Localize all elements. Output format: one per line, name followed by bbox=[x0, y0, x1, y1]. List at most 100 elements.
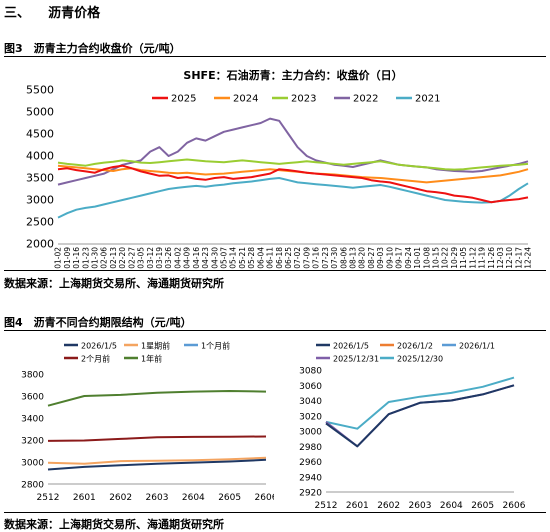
x-tick-label: 2602 bbox=[377, 501, 400, 511]
x-tick-label: 02-13 bbox=[109, 247, 118, 269]
legend-label-2: 1星期前 bbox=[141, 341, 170, 351]
x-tick-label: 2601 bbox=[346, 501, 369, 511]
x-tick-label: 2603 bbox=[409, 501, 432, 511]
y-tick-label: 3020 bbox=[299, 412, 322, 422]
x-tick-label: 10-08 bbox=[422, 247, 431, 269]
x-tick-label: 12-24 bbox=[524, 247, 533, 269]
legend-label-3: 2023 bbox=[291, 94, 316, 105]
y-tick-label: 4000 bbox=[26, 150, 54, 163]
fig4-caption: 图4 沥青不同合约期限结构（元/吨） bbox=[4, 316, 192, 329]
x-tick-label: 12-17 bbox=[514, 247, 523, 269]
x-tick-label: 10-22 bbox=[441, 247, 450, 269]
x-tick-label: 2603 bbox=[146, 493, 169, 503]
section-heading: 三、 沥青价格 bbox=[4, 2, 100, 21]
x-tick-label: 11-19 bbox=[478, 247, 487, 269]
y-tick-label: 5000 bbox=[26, 106, 54, 119]
x-tick-label: 04-09 bbox=[183, 247, 192, 269]
x-tick-label: 11-12 bbox=[468, 247, 477, 269]
x-tick-label: 05-21 bbox=[238, 247, 247, 269]
fig3-source: 数据来源：上海期货交易所、海通期货研究所 bbox=[4, 277, 224, 290]
fig4-bottom-rule bbox=[4, 512, 546, 513]
fig3-caption: 图3 沥青主力合约收盘价（元/吨） bbox=[4, 42, 181, 55]
fig4-right-chart: 2026/1/5 2026/1/2 2026/1/1 2025/12/31 2025/1… bbox=[299, 342, 526, 512]
x-tick-label: 08-27 bbox=[367, 247, 376, 269]
x-tick-label: 07-23 bbox=[321, 247, 330, 269]
x-tick-label: 04-02 bbox=[173, 247, 182, 269]
x-tick-label: 01-09 bbox=[63, 247, 72, 269]
x-tick-label: 2602 bbox=[109, 493, 132, 503]
legend-label-2: 2026/1/2 bbox=[397, 342, 433, 351]
chart-title: SHFE：石油沥青：主力合约：收盘价（日） bbox=[183, 68, 402, 82]
y-tick-label: 3000 bbox=[26, 194, 54, 207]
x-tick-label: 2606 bbox=[255, 493, 274, 503]
fig3-top-rule bbox=[4, 56, 546, 57]
series-line-5 bbox=[325, 376, 515, 430]
x-tick-label: 2512 bbox=[315, 501, 338, 511]
x-tick-label: 09-03 bbox=[376, 247, 385, 269]
x-tick-label: 07-09 bbox=[302, 247, 311, 269]
y-tick-label: 3060 bbox=[299, 382, 322, 392]
series-line-2 bbox=[47, 456, 267, 465]
x-tick-label: 12-03 bbox=[496, 247, 505, 269]
legend-label-3: 2026/1/1 bbox=[459, 342, 495, 351]
x-tick-label: 01-30 bbox=[90, 247, 99, 269]
x-tick-label: 04-16 bbox=[192, 247, 201, 269]
x-tick-label: 02-06 bbox=[100, 247, 109, 269]
fig3-bottom-rule bbox=[4, 270, 546, 271]
series-line-1 bbox=[57, 164, 529, 204]
y-tick-label: 2800 bbox=[21, 481, 44, 491]
x-tick-label: 06-04 bbox=[256, 247, 265, 269]
x-tick-label: 2512 bbox=[37, 493, 60, 503]
y-tick-label: 3080 bbox=[299, 367, 322, 377]
legend-label-5: 2025/12/30 bbox=[397, 355, 443, 364]
x-tick-label: 03-05 bbox=[137, 247, 146, 269]
series-line-5 bbox=[47, 390, 267, 407]
legend-label-5: 2021 bbox=[415, 94, 440, 105]
section-number: 三、 bbox=[4, 6, 31, 21]
y-tick-label: 3000 bbox=[299, 428, 322, 438]
x-tick-label: 10-01 bbox=[413, 247, 422, 269]
series-line-1 bbox=[325, 384, 515, 448]
y-tick-label: 2000 bbox=[26, 238, 54, 251]
x-tick-label: 12-10 bbox=[505, 247, 514, 269]
x-tick-label: 09-10 bbox=[385, 247, 394, 269]
fig3-line-chart: SHFE：石油沥青：主力合约：收盘价（日） 2025 2024 2023 2022 202… bbox=[26, 68, 533, 269]
x-tick-label: 2604 bbox=[440, 501, 463, 511]
x-tick-label: 09-24 bbox=[404, 247, 413, 269]
x-tick-label: 05-07 bbox=[220, 247, 229, 269]
x-tick-label: 10-15 bbox=[431, 247, 440, 269]
x-tick-label: 05-28 bbox=[247, 247, 256, 269]
y-tick-label: 3500 bbox=[26, 172, 54, 185]
x-tick-label: 2605 bbox=[218, 493, 241, 503]
x-tick-label: 04-23 bbox=[201, 247, 210, 269]
x-tick-label: 05-14 bbox=[229, 247, 238, 269]
y-tick-label: 5500 bbox=[26, 84, 54, 97]
y-tick-label: 3040 bbox=[299, 397, 322, 407]
series-line-4 bbox=[47, 435, 267, 442]
series-line-1 bbox=[47, 458, 267, 471]
x-tick-label: 01-16 bbox=[72, 247, 81, 269]
legend-label-4: 2个月前 bbox=[81, 354, 110, 364]
x-tick-label: 2601 bbox=[73, 493, 96, 503]
x-tick-label: 09-17 bbox=[395, 247, 404, 269]
y-tick-label: 2500 bbox=[26, 216, 54, 229]
legend-label-1: 2025 bbox=[171, 94, 196, 105]
series-line-3 bbox=[57, 158, 529, 171]
x-tick-label: 2606 bbox=[503, 501, 526, 511]
y-tick-label: 3400 bbox=[21, 415, 44, 425]
y-tick-label: 3600 bbox=[21, 393, 44, 403]
x-tick-label: 11-05 bbox=[459, 247, 468, 269]
series-line-5 bbox=[57, 177, 529, 219]
fig4-source: 数据来源：上海期货交易所、海通期货研究所 bbox=[4, 518, 224, 531]
x-tick-label: 07-02 bbox=[293, 247, 302, 269]
x-tick-label: 2604 bbox=[182, 493, 205, 503]
x-tick-label: 06-11 bbox=[266, 247, 275, 269]
x-tick-label: 03-12 bbox=[146, 247, 155, 269]
legend-label-1: 2026/1/5 bbox=[333, 342, 369, 351]
y-tick-label: 2920 bbox=[299, 489, 322, 499]
section-title: 沥青价格 bbox=[48, 6, 101, 21]
x-tick-label: 02-20 bbox=[118, 247, 127, 269]
x-tick-label: 06-18 bbox=[275, 247, 284, 269]
x-tick-label: 11-26 bbox=[487, 247, 496, 269]
y-tick-label: 3000 bbox=[21, 459, 44, 469]
